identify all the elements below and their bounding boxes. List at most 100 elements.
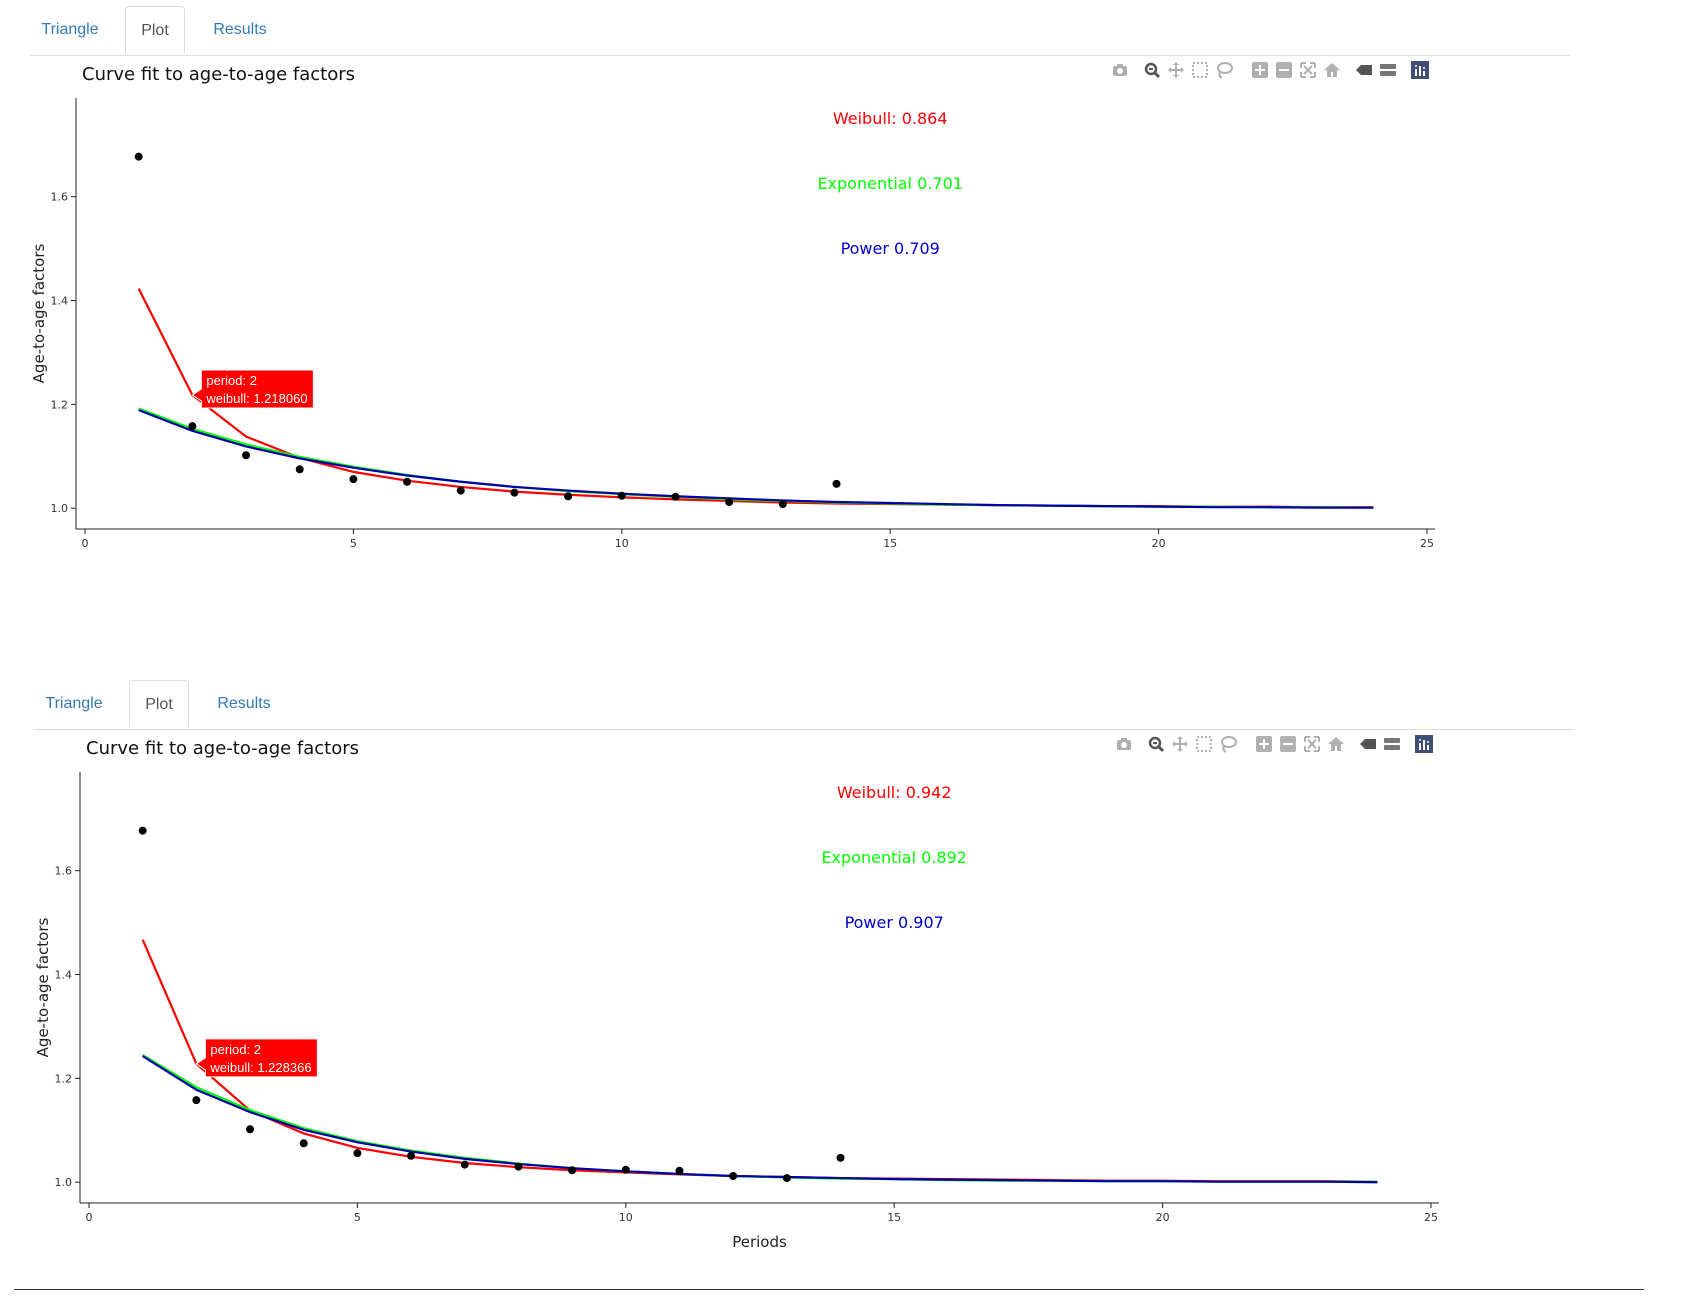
- fit-line-weibull: [141, 939, 1378, 1183]
- data-point: [349, 475, 358, 484]
- hover-closest-icon[interactable]: [1358, 734, 1378, 754]
- plot-panel-2: Triangle Plot Results Curve fit to age-t…: [34, 680, 1574, 1290]
- tooltip-line: period: 2: [206, 373, 257, 388]
- data-point: [188, 422, 197, 431]
- annotation-label: Exponential 0.892: [821, 848, 967, 867]
- fit-line-power: [142, 1055, 1378, 1184]
- data-point: [568, 1166, 577, 1175]
- y-tick-label: 1.6: [51, 191, 69, 204]
- data-point: [456, 486, 465, 495]
- box-select-icon[interactable]: [1194, 734, 1214, 754]
- y-axis-label: Age-to-age factors: [30, 243, 48, 383]
- data-point: [403, 477, 412, 486]
- tab-plot[interactable]: Plot: [125, 6, 185, 54]
- data-point: [778, 500, 787, 509]
- data-point: [353, 1149, 362, 1158]
- x-tick-label: 15: [883, 537, 897, 550]
- hover-tooltip: period: 2 weibull: 1.218060: [191, 369, 314, 409]
- plot-title: Curve fit to age-to-age factors: [82, 64, 356, 85]
- autoscale-icon[interactable]: [1302, 734, 1322, 754]
- data-point: [782, 1174, 791, 1183]
- plot-title: Curve fit to age-to-age factors: [86, 738, 360, 759]
- y-axis-label: Age-to-age factors: [34, 917, 52, 1057]
- x-tick-label: 10: [615, 537, 629, 550]
- y-tick-label: 1.2: [55, 1072, 73, 1085]
- data-point: [299, 1139, 308, 1148]
- zoom-icon[interactable]: [1146, 734, 1166, 754]
- annotation-label: Power 0.709: [841, 239, 940, 258]
- data-point: [671, 492, 680, 501]
- data-point: [836, 1153, 845, 1162]
- y-tick-label: 1.2: [51, 398, 69, 411]
- lasso-icon[interactable]: [1218, 734, 1238, 754]
- tooltip-box: [191, 369, 314, 409]
- fit-line-power: [138, 409, 1374, 509]
- tooltip-line: weibull: 1.218060: [205, 391, 307, 406]
- data-point: [617, 491, 626, 500]
- tab-bar: Triangle Plot Results: [34, 680, 1574, 730]
- hover-compare-icon[interactable]: [1382, 734, 1402, 754]
- lasso-icon[interactable]: [1214, 60, 1234, 80]
- hover-tooltip: period: 2 weibull: 1.228366: [195, 1038, 318, 1078]
- zoom-out-icon[interactable]: [1278, 734, 1298, 754]
- tab-triangle[interactable]: Triangle: [45, 695, 103, 712]
- data-point: [510, 488, 519, 497]
- pan-icon[interactable]: [1166, 60, 1186, 80]
- tooltip-box: [195, 1038, 318, 1078]
- annotation-label: Weibull: 0.864: [833, 109, 948, 128]
- tab-bar: Triangle Plot Results: [30, 6, 1570, 56]
- camera-icon[interactable]: [1110, 60, 1130, 80]
- reset-axes-icon[interactable]: [1326, 734, 1346, 754]
- y-tick-label: 1.0: [55, 1176, 73, 1189]
- autoscale-icon[interactable]: [1298, 60, 1318, 80]
- plotly-logo-icon[interactable]: [1410, 60, 1430, 80]
- tab-results[interactable]: Results: [217, 695, 271, 712]
- annotation-label: Exponential 0.701: [817, 174, 963, 193]
- data-point: [564, 492, 573, 501]
- data-point: [832, 479, 841, 488]
- x-tick-label: 25: [1424, 1211, 1438, 1224]
- hover-compare-icon[interactable]: [1378, 60, 1398, 80]
- data-point: [134, 152, 143, 161]
- annotation-label: Power 0.907: [845, 913, 944, 932]
- x-tick-label: 20: [1156, 1211, 1170, 1224]
- camera-icon[interactable]: [1114, 734, 1134, 754]
- x-tick-label: 5: [350, 537, 357, 550]
- annotation-label: Weibull: 0.942: [837, 783, 952, 802]
- data-point: [729, 1171, 738, 1180]
- hover-closest-icon[interactable]: [1354, 60, 1374, 80]
- x-tick-label: 20: [1152, 537, 1166, 550]
- x-tick-label: 15: [887, 1211, 901, 1224]
- reset-axes-icon[interactable]: [1322, 60, 1342, 80]
- data-point: [407, 1151, 416, 1160]
- data-point: [246, 1125, 255, 1134]
- box-select-icon[interactable]: [1190, 60, 1210, 80]
- plotly-logo-icon[interactable]: [1414, 734, 1434, 754]
- pan-icon[interactable]: [1170, 734, 1190, 754]
- tooltip-line: period: 2: [210, 1042, 261, 1057]
- tab-plot[interactable]: Plot: [129, 680, 189, 728]
- curve-fit-chart[interactable]: 0 5 10 15 20 25 1.0 1.2 1.4 1.6 Age-to-age factors…: [34, 680, 1574, 1290]
- x-axis-label: Periods: [732, 1233, 787, 1251]
- data-point: [460, 1160, 469, 1169]
- data-point: [295, 465, 304, 474]
- zoom-in-icon[interactable]: [1254, 734, 1274, 754]
- zoom-out-icon[interactable]: [1274, 60, 1294, 80]
- x-tick-label: 0: [86, 1211, 93, 1224]
- tab-results[interactable]: Results: [213, 21, 267, 38]
- data-point: [725, 497, 734, 506]
- curve-fit-chart[interactable]: 0 5 10 15 20 25 1.0 1.2 1.4 1.6 Age-to-age factors…: [30, 6, 1570, 616]
- y-tick-label: 1.4: [51, 295, 69, 308]
- data-point: [138, 826, 147, 835]
- fit-line-weibull: [137, 288, 1374, 509]
- zoom-in-icon[interactable]: [1250, 60, 1270, 80]
- tab-triangle[interactable]: Triangle: [41, 21, 99, 38]
- tooltip-line: weibull: 1.228366: [209, 1060, 311, 1075]
- y-tick-label: 1.6: [55, 865, 73, 878]
- zoom-icon[interactable]: [1142, 60, 1162, 80]
- data-point: [242, 451, 251, 460]
- y-tick-label: 1.4: [55, 969, 73, 982]
- bottom-divider: [14, 1289, 1644, 1290]
- x-tick-label: 25: [1420, 537, 1434, 550]
- x-tick-label: 0: [82, 537, 89, 550]
